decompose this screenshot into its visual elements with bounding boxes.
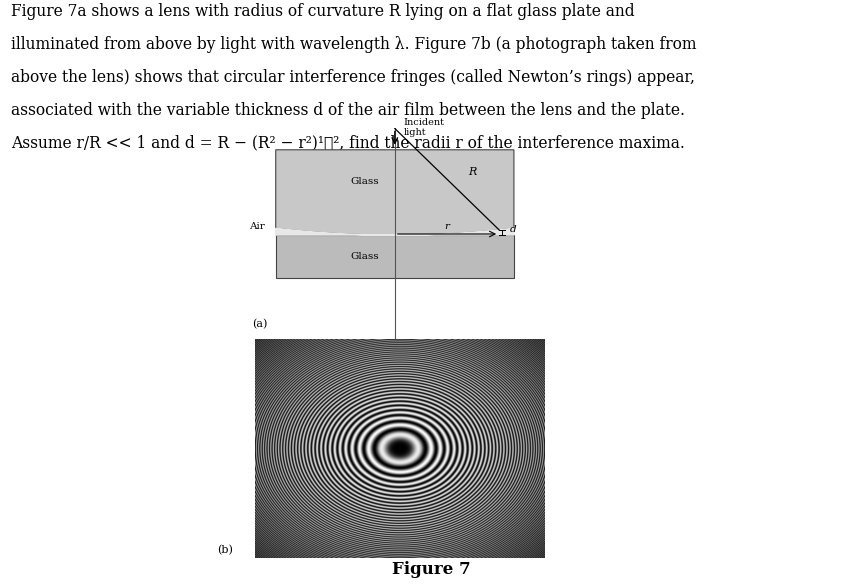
- Polygon shape: [275, 150, 513, 235]
- Polygon shape: [275, 228, 513, 235]
- Text: Assume r/R << 1 and d = R − (R² − r²)¹ᐟ², find the radii r of the interference m: Assume r/R << 1 and d = R − (R² − r²)¹ᐟ²…: [11, 134, 685, 152]
- Text: Glass: Glass: [350, 252, 380, 261]
- Text: above the lens) shows that circular interference fringes (called Newton’s rings): above the lens) shows that circular inte…: [11, 69, 695, 86]
- Text: r: r: [444, 222, 450, 231]
- Text: d: d: [509, 225, 516, 234]
- Text: (a): (a): [252, 318, 268, 329]
- Polygon shape: [275, 235, 513, 278]
- Text: (b): (b): [217, 544, 233, 555]
- Text: Air: Air: [249, 222, 265, 231]
- Text: associated with the variable thickness d of the air film between the lens and th: associated with the variable thickness d…: [11, 102, 685, 119]
- Text: Glass: Glass: [350, 178, 380, 186]
- Text: Figure 7a shows a lens with radius of curvature R lying on a flat glass plate an: Figure 7a shows a lens with radius of cu…: [11, 3, 635, 20]
- Text: illuminated from above by light with wavelength λ. Figure 7b (a photograph taken: illuminated from above by light with wav…: [11, 36, 696, 53]
- Text: R: R: [468, 167, 476, 177]
- Text: Figure 7: Figure 7: [392, 561, 471, 578]
- Text: Incident
light: Incident light: [404, 118, 444, 137]
